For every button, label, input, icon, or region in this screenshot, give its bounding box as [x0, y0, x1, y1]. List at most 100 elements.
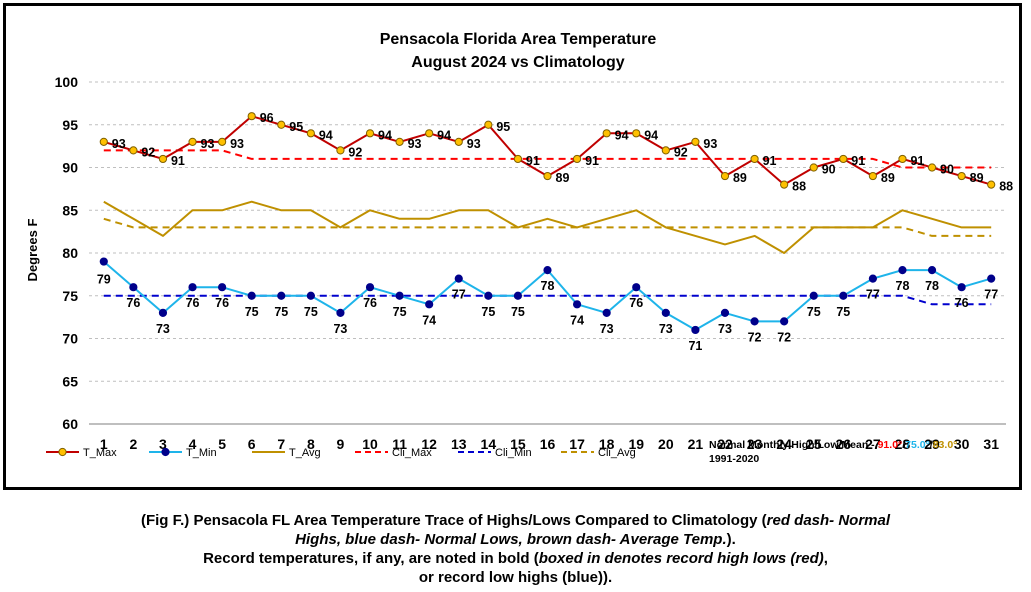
- data-point-t-max: [336, 146, 345, 155]
- data-point-t-min: [454, 274, 463, 283]
- data-label-t-max: 90: [940, 163, 954, 177]
- legend-label-cli-min: Cli_Min: [495, 447, 532, 459]
- x-tick-label: 16: [540, 436, 556, 452]
- data-point-t-max: [188, 137, 197, 146]
- data-label-t-max: 90: [822, 163, 836, 177]
- y-tick-label: 85: [62, 202, 78, 218]
- x-tick-label: 18: [599, 436, 615, 452]
- data-point-t-max: [247, 112, 256, 121]
- data-point-t-min: [750, 317, 759, 326]
- data-label-t-min: 79: [97, 273, 111, 287]
- data-label-t-max: 91: [171, 154, 185, 168]
- data-label-t-min: 75: [304, 305, 318, 319]
- data-point-t-max: [129, 146, 138, 155]
- data-point-t-max: [632, 129, 641, 138]
- data-label-t-min: 75: [481, 305, 495, 319]
- y-tick-label: 80: [62, 245, 78, 261]
- data-label-t-max: 92: [141, 145, 155, 159]
- data-label-t-max: 91: [910, 154, 924, 168]
- data-point-t-max: [99, 137, 108, 146]
- data-label-t-min: 73: [156, 322, 170, 336]
- temperature-chart: Pensacola Florida Area Temperature Augus…: [25, 31, 1013, 465]
- caption-line3: Record temperatures, if any, are noted i…: [203, 550, 828, 567]
- x-tick-label: 27: [865, 436, 881, 452]
- data-point-t-max: [987, 180, 996, 189]
- data-label-t-max: 94: [378, 128, 392, 142]
- x-tick-label: 7: [277, 436, 285, 452]
- data-label-t-min: 75: [511, 305, 525, 319]
- data-point-t-max: [484, 120, 493, 129]
- data-point-t-max: [720, 171, 730, 181]
- data-point-t-min: [336, 308, 345, 317]
- data-point-t-min: [306, 291, 315, 300]
- x-tick-label: 24: [776, 436, 792, 452]
- legend-label-t-min: T_Min: [186, 447, 217, 459]
- x-tick-label: 13: [451, 436, 467, 452]
- data-label-t-max: 96: [260, 111, 274, 125]
- data-point-t-max: [602, 129, 611, 138]
- data-label-t-min: 71: [688, 339, 702, 353]
- normals-text-part: 91.0°: [878, 439, 903, 451]
- x-tick-label: 11: [392, 436, 407, 452]
- x-tick-label: 23: [747, 436, 763, 452]
- data-point-t-min: [218, 283, 227, 292]
- data-point-t-max: [780, 180, 789, 189]
- x-tick-label: 25: [806, 436, 822, 452]
- x-tick-label: 17: [569, 436, 585, 452]
- x-tick-label: 22: [717, 436, 733, 452]
- data-label-t-max: 94: [319, 128, 333, 142]
- data-label-t-max: 91: [526, 154, 540, 168]
- x-tick-label: 8: [307, 436, 315, 452]
- data-label-t-min: 73: [718, 322, 732, 336]
- normals-text-part: /: [930, 439, 933, 451]
- data-label-t-min: 74: [422, 313, 436, 327]
- data-point-t-min: [809, 291, 818, 300]
- data-point-t-max: [957, 171, 966, 181]
- x-tick-label: 28: [895, 436, 911, 452]
- series-line-cli-max: [103, 149, 992, 169]
- series-line-t-avg: [103, 200, 992, 254]
- data-point-t-min: [868, 274, 877, 283]
- x-tick-label: 14: [481, 436, 497, 452]
- data-point-t-min: [987, 274, 996, 283]
- legend-marker-t-max: [58, 447, 67, 457]
- data-label-t-min: 73: [600, 322, 614, 336]
- caption-line4: or record low highs (blue)).: [418, 569, 613, 586]
- data-point-t-min: [661, 308, 670, 317]
- y-tick-label: 65: [62, 373, 78, 389]
- data-label-t-max: 93: [230, 137, 244, 151]
- data-point-t-min: [425, 300, 434, 309]
- x-tick-label: 19: [628, 436, 644, 452]
- data-point-t-max: [454, 137, 463, 146]
- data-point-t-min: [927, 266, 937, 275]
- caption-line2: Highs, blue dash- Normal Lows, brown das…: [295, 531, 736, 548]
- y-tick-label: 90: [62, 160, 78, 176]
- legend-marker-t-min: [161, 447, 170, 457]
- data-label-t-max: 91: [851, 154, 865, 168]
- data-label-t-max: 93: [201, 137, 215, 151]
- data-label-t-max: 92: [674, 145, 688, 159]
- x-tick-label: 20: [658, 436, 674, 452]
- data-label-t-max: 89: [881, 171, 895, 185]
- x-tick-label: 21: [688, 436, 704, 452]
- data-label-t-min: 76: [629, 296, 643, 310]
- y-tick-label: 70: [62, 331, 78, 347]
- x-tick-label: 15: [510, 436, 526, 452]
- data-point-t-max: [425, 129, 434, 138]
- caption-line1: (Fig F.) Pensacola FL Area Temperature T…: [140, 512, 891, 529]
- data-label-t-min: 78: [925, 279, 939, 293]
- series-line-cli-min: [103, 294, 992, 306]
- figure-caption: (Fig F.) Pensacola FL Area Temperature T…: [0, 511, 1031, 587]
- data-label-t-min: 76: [363, 296, 377, 310]
- data-label-t-min: 78: [541, 279, 555, 293]
- data-label-t-min: 73: [659, 322, 673, 336]
- data-label-t-max: 93: [408, 137, 422, 151]
- data-point-t-max: [750, 154, 759, 164]
- data-point-t-max: [365, 129, 375, 138]
- y-tick-label: 60: [62, 416, 78, 432]
- legend-label-cli-max: Cli_Max: [392, 447, 432, 459]
- data-label-t-min: 73: [333, 322, 347, 336]
- y-axis-label: Degrees F: [25, 219, 40, 282]
- data-point-t-max: [513, 154, 523, 164]
- normals-text-part: /: [902, 439, 905, 451]
